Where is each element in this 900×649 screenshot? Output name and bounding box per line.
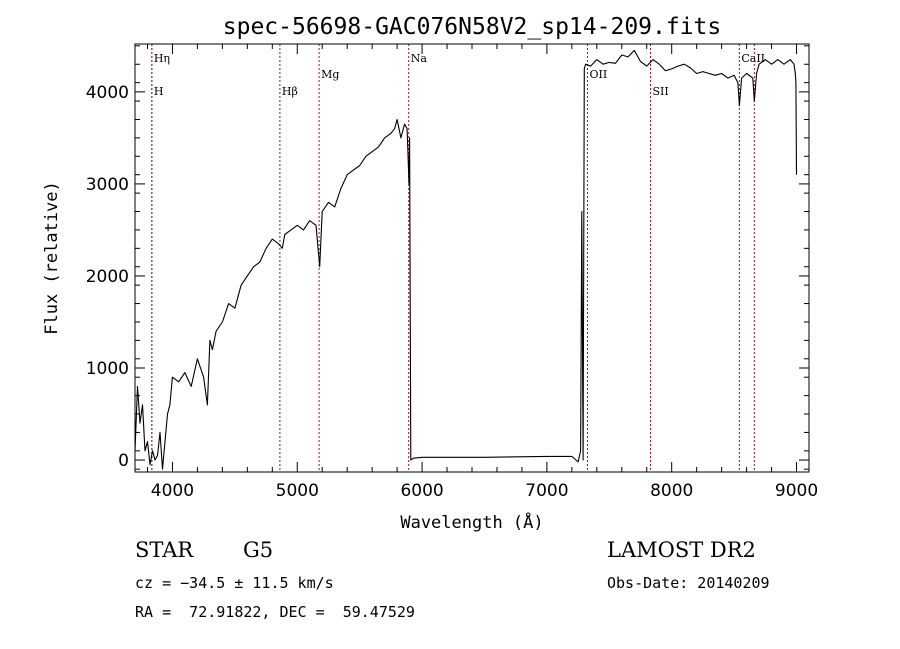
- sky-coordinates: RA = 72.91822, DEC = 59.47529: [135, 603, 415, 621]
- axis-ticks: 4000 5000 6000 7000 8000 9000 0 1000 2000 3000 400…: [86, 44, 818, 501]
- x-tick-label: 5000: [276, 481, 319, 501]
- x-tick-label: 4000: [151, 481, 194, 501]
- y-tick-label: 3000: [86, 175, 129, 195]
- marker-label: CaII: [741, 52, 765, 65]
- plot-frame: [134, 43, 810, 473]
- chart-title: spec-56698-GAC076N58V2_sp14-209.fits: [223, 14, 722, 40]
- y-tick-label: 1000: [86, 359, 129, 379]
- marker-label: Mg: [321, 68, 339, 81]
- x-tick-label: 8000: [650, 481, 693, 501]
- spectrum-line: [134, 49, 798, 470]
- marker-label: SII: [652, 85, 668, 98]
- y-tick-label: 2000: [86, 267, 129, 287]
- marker-label: H: [154, 85, 164, 98]
- observation-date: Obs-Date: 20140209: [607, 574, 770, 592]
- marker-label: Hη: [154, 52, 170, 65]
- y-tick-label: 0: [118, 451, 129, 471]
- marker-label: Hβ: [282, 85, 298, 98]
- x-tick-label: 9000: [775, 481, 818, 501]
- emission-line-markers: Hη H Hβ Mg Na OII SII CaII: [151, 44, 765, 472]
- y-tick-label: 4000: [86, 83, 129, 103]
- y-axis-title: Flux (relative): [42, 181, 62, 335]
- marker-label: OII: [589, 68, 607, 81]
- redshift-velocity: cz = −34.5 ± 11.5 km/s: [135, 574, 334, 592]
- object-class: STAR: [135, 538, 194, 562]
- survey-name: LAMOST DR2: [607, 538, 756, 562]
- marker-label: Na: [411, 52, 428, 65]
- x-tick-label: 7000: [525, 481, 568, 501]
- x-axis-title: Wavelength (Å): [400, 511, 543, 533]
- x-tick-label: 6000: [400, 481, 443, 501]
- spectral-subclass: G5: [243, 538, 274, 562]
